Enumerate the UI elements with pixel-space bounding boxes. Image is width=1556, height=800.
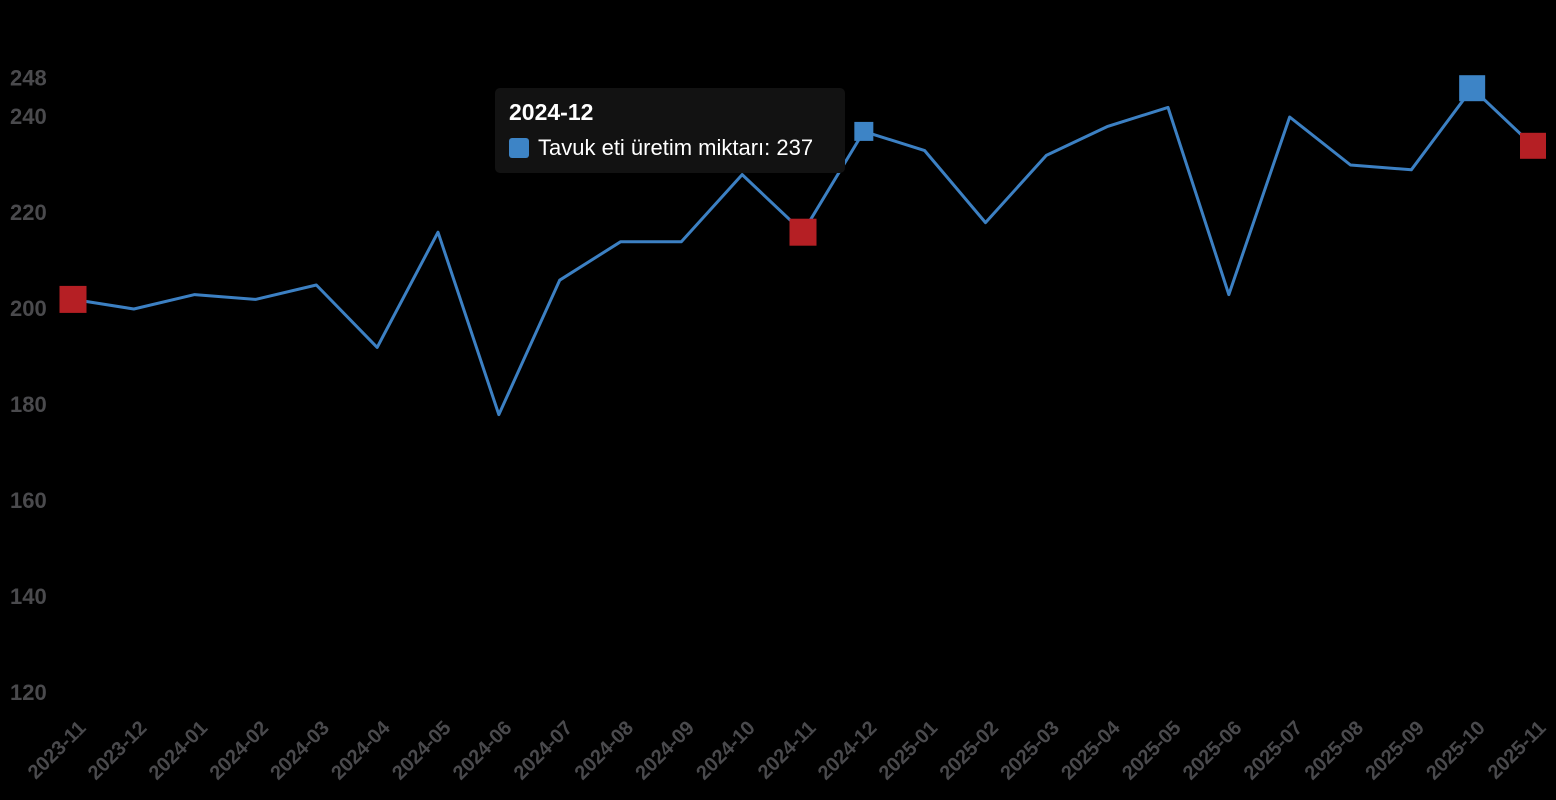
x-axis-tick-label: 2025-07 bbox=[1240, 717, 1307, 784]
data-point-marker[interactable] bbox=[789, 218, 817, 246]
x-axis-tick-label: 2024-08 bbox=[571, 717, 638, 784]
x-axis-tick-label: 2023-12 bbox=[84, 717, 151, 784]
data-point-marker[interactable] bbox=[854, 121, 874, 141]
x-axis-tick-label: 2025-03 bbox=[996, 717, 1063, 784]
x-axis-tick-label: 2024-11 bbox=[754, 717, 821, 784]
x-axis-tick-label: 2024-03 bbox=[266, 717, 333, 784]
x-axis-tick-label: 2025-11 bbox=[1484, 717, 1551, 784]
x-axis-tick-label: 2024-09 bbox=[631, 717, 698, 784]
y-axis-tick-label: 120 bbox=[10, 680, 47, 705]
x-axis-tick-label: 2024-05 bbox=[388, 717, 455, 784]
data-point-marker[interactable] bbox=[59, 285, 87, 313]
y-axis-tick-label: 160 bbox=[10, 488, 47, 513]
x-axis-tick-label: 2025-05 bbox=[1118, 717, 1185, 784]
series-line bbox=[71, 86, 1535, 417]
y-axis-tick-label: 200 bbox=[10, 296, 47, 321]
x-axis-tick-label: 2025-02 bbox=[936, 717, 1003, 784]
y-axis-tick-label: 180 bbox=[10, 392, 47, 417]
x-axis-tick-label: 2025-01 bbox=[875, 717, 942, 784]
x-axis-tick-label: 2024-02 bbox=[206, 717, 273, 784]
x-axis-tick-label: 2025-04 bbox=[1057, 716, 1125, 784]
y-axis-tick-label: 220 bbox=[10, 200, 47, 225]
x-axis-tick-label: 2023-11 bbox=[24, 717, 91, 784]
x-axis-tick-label: 2024-07 bbox=[510, 717, 577, 784]
x-axis-tick-label: 2025-09 bbox=[1361, 717, 1428, 784]
y-axis-tick-label: 240 bbox=[10, 104, 47, 129]
x-axis-tick-label: 2024-10 bbox=[692, 717, 759, 784]
x-axis-tick-label: 2025-06 bbox=[1179, 717, 1246, 784]
y-axis-tick-label: 248 bbox=[10, 65, 47, 90]
data-point-marker[interactable] bbox=[1459, 75, 1486, 102]
x-axis-tick-label: 2024-12 bbox=[814, 717, 881, 784]
x-axis-tick-label: 2024-04 bbox=[327, 716, 395, 784]
x-axis-tick-label: 2025-10 bbox=[1422, 717, 1489, 784]
data-point-marker[interactable] bbox=[1520, 132, 1546, 159]
y-axis-tick-label: 140 bbox=[10, 584, 47, 609]
x-axis-tick-label: 2025-08 bbox=[1301, 717, 1368, 784]
x-axis-tick-label: 2024-01 bbox=[145, 717, 212, 784]
x-axis-tick-label: 2024-06 bbox=[449, 717, 516, 784]
